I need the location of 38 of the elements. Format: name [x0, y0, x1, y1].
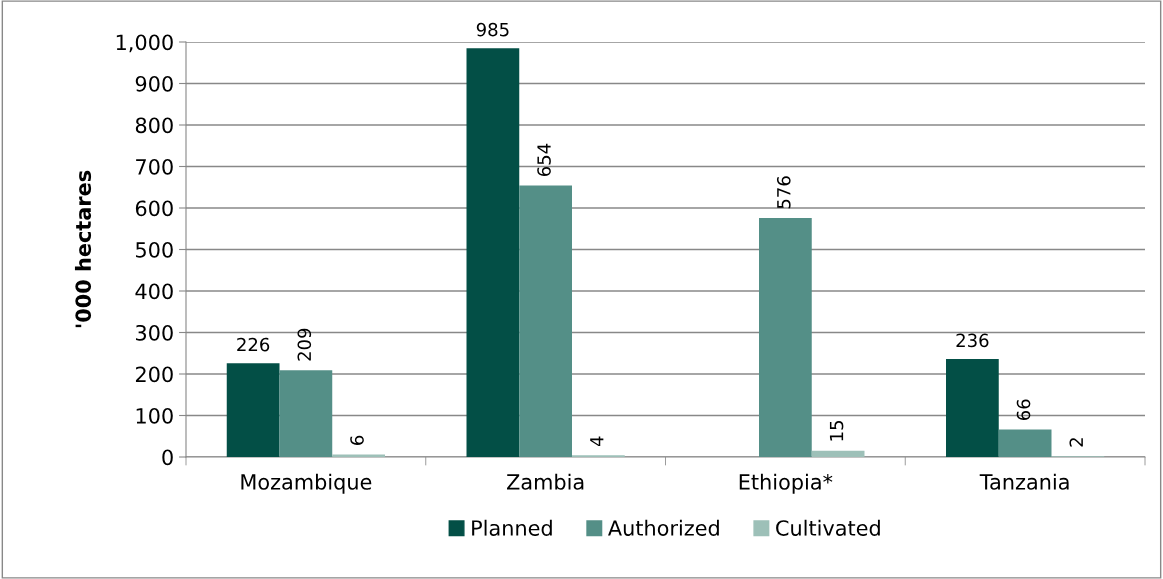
data-label: 576	[776, 176, 791, 209]
bar	[946, 359, 999, 457]
bar	[759, 217, 812, 457]
x-tick-label: Ethiopia*	[739, 473, 833, 494]
bar	[998, 429, 1052, 457]
bar	[811, 450, 865, 457]
y-tick-label: 700	[136, 158, 173, 175]
bar	[279, 370, 333, 457]
data-label: 209	[297, 328, 312, 361]
y-tick-label: 100	[136, 407, 173, 424]
y-tick-label: 900	[135, 75, 173, 92]
data-label: 985	[476, 22, 509, 37]
x-tick-label: Tanzania	[979, 473, 1069, 490]
legend-label: Cultivated	[776, 519, 880, 536]
y-tick-label: 200	[135, 366, 173, 383]
y-tick-label: 400	[135, 283, 173, 300]
legend-label: Planned	[472, 519, 552, 536]
bar	[466, 48, 520, 457]
data-label: 4	[590, 436, 604, 447]
data-label: 226	[237, 337, 270, 352]
y-tick-label: 500	[136, 241, 173, 258]
y-tick-label: 600	[135, 200, 173, 217]
y-tick-label: 800	[135, 117, 173, 134]
y-axis-title: '000 hectares	[74, 170, 92, 328]
data-label: 236	[956, 333, 989, 348]
data-label: 15	[829, 421, 844, 441]
data-label: 6	[350, 435, 364, 445]
y-tick-label: 1,000	[116, 34, 173, 53]
data-label: 2	[1069, 438, 1083, 447]
bar	[519, 185, 572, 457]
x-tick-label: Mozambique	[241, 473, 372, 494]
legend-label: Authorized	[608, 519, 719, 536]
data-label: 66	[1016, 399, 1031, 421]
y-tick-label: 0	[162, 449, 173, 466]
data-label: 654	[537, 143, 551, 176]
y-tick-label: 300	[136, 324, 173, 341]
bar	[226, 363, 280, 457]
x-tick-label: Zambia	[507, 473, 584, 490]
